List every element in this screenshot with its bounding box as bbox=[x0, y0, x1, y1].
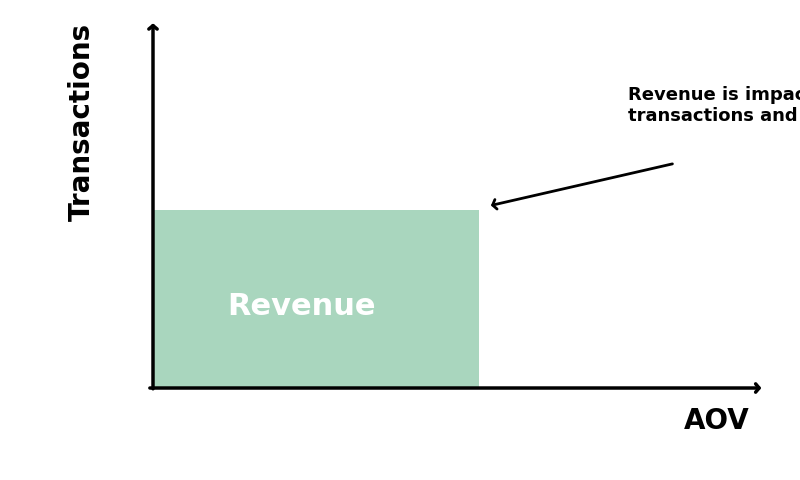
Text: AOV: AOV bbox=[684, 406, 750, 434]
Text: Transactions: Transactions bbox=[68, 23, 96, 220]
Bar bbox=[153, 210, 479, 388]
Text: Revenue: Revenue bbox=[227, 292, 375, 321]
Text: Revenue is impacted by both,
transactions and AOV: Revenue is impacted by both, transaction… bbox=[628, 85, 800, 124]
